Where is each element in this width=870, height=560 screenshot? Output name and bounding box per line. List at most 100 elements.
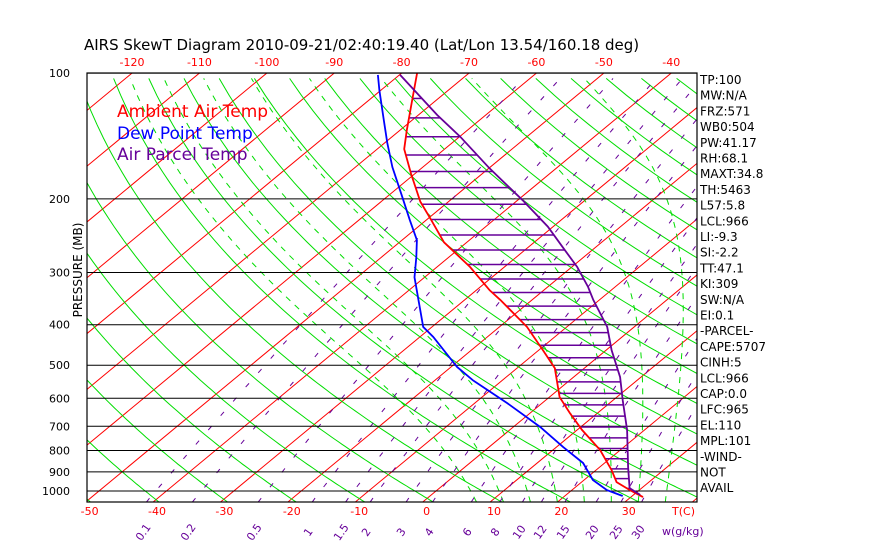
dry-adiabat-line	[87, 181, 434, 502]
dry-adiabat-line	[87, 439, 160, 502]
stat-item: FRZ:571	[700, 104, 750, 118]
legend-ambient: Ambient Air Temp	[117, 102, 268, 122]
stat-item: AVAIL	[700, 481, 734, 495]
stat-item: TP:100	[699, 73, 742, 87]
stat-item: TH:5463	[699, 183, 751, 197]
bottom-temp-tick-label: 0	[423, 505, 430, 518]
mixing-ratio-line	[345, 78, 683, 502]
mixing-ratio-tick-label: 20	[583, 523, 602, 542]
y-axis-label: PRESSURE (MB)	[71, 223, 85, 318]
legend: Ambient Air Temp Dew Point Temp Air Parc…	[117, 102, 268, 165]
stat-item: LI:-9.3	[700, 230, 738, 244]
mixing-ratio-tick-label: 6	[460, 526, 475, 539]
stat-item: -PARCEL-	[700, 324, 754, 338]
isotherm-line	[0, 73, 65, 502]
mixing-ratio-line	[521, 243, 697, 502]
top-temp-tick-label: -90	[325, 56, 343, 69]
series-air-parcel-temp	[399, 74, 641, 496]
stat-item: SI:-2.2	[700, 246, 739, 260]
series-dew-point-temp	[377, 74, 624, 497]
dry-adiabat-line	[359, 78, 697, 345]
mixing-ratio-axis-label: w(g/kg)	[662, 525, 704, 538]
isotherm-line	[87, 73, 200, 167]
isotherm-line	[87, 73, 537, 446]
dry-adiabat-line	[465, 78, 697, 259]
stat-item: SW:N/A	[700, 293, 745, 307]
dry-adiabat-line	[113, 78, 571, 502]
pressure-tick-label: 1000	[42, 485, 70, 498]
mixing-ratio-line	[405, 118, 697, 502]
dry-adiabat-line	[87, 379, 228, 502]
mixing-ratio-tick-label: 10	[510, 523, 529, 542]
pressure-tick-label: 400	[49, 319, 70, 332]
mixing-ratio-tick-label: 15	[554, 523, 573, 542]
isotherm-line	[422, 274, 697, 502]
top-temp-tick-label: -70	[460, 56, 478, 69]
dry-adiabat-line	[87, 99, 503, 502]
pressure-tick-label: 100	[49, 67, 70, 80]
stat-item: MPL:101	[700, 434, 751, 448]
mixing-ratio-tick-label: 12	[531, 523, 550, 542]
dry-adiabat-line	[394, 78, 697, 316]
isotherm-line	[760, 73, 870, 502]
pressure-tick-label: 800	[49, 444, 70, 457]
mixing-ratio-tick-label: 30	[629, 523, 648, 542]
pressure-tick-label: 500	[49, 359, 70, 372]
legend-parcel: Air Parcel Temp	[117, 145, 248, 165]
mixing-ratio-line	[311, 78, 657, 502]
dry-adiabat-line	[817, 78, 870, 502]
mixing-ratio-tick-label: 4	[422, 526, 437, 539]
pressure-tick-label: 700	[49, 420, 70, 433]
stat-item: -WIND-	[700, 450, 742, 464]
mixing-ratio-tick-label: 2	[359, 526, 374, 539]
moist-adiabat-line	[163, 78, 504, 502]
mixing-ratio-line	[432, 144, 697, 502]
cape-hatching	[405, 97, 631, 490]
top-temp-tick-label: -80	[393, 56, 411, 69]
stat-item: WB0:504	[700, 120, 755, 134]
pressure-tick-label: 900	[49, 466, 70, 479]
sounding-curves	[377, 73, 644, 498]
isotherm-line	[87, 73, 605, 502]
stat-item: KI:309	[700, 277, 738, 291]
stat-item: LCL:966	[700, 214, 749, 228]
pressure-tick-label: 300	[49, 266, 70, 279]
isotherm-line	[87, 73, 335, 279]
bottom-temp-tick-label: 30	[622, 505, 636, 518]
dry-adiabat-line	[429, 78, 697, 287]
isotherm-line	[87, 73, 268, 223]
mixing-ratio-tick-label: 1.5	[331, 521, 352, 543]
moist-adiabat-line	[129, 78, 477, 502]
stat-item: MAXT:34.8	[700, 167, 763, 181]
bottom-temp-tick-label: -10	[350, 505, 368, 518]
isotherm-line	[489, 330, 697, 502]
bottom-temp-tick-label: -30	[215, 505, 233, 518]
mixing-ratio-tick-label: 25	[607, 523, 626, 542]
series-ambient-air-temp	[403, 73, 644, 498]
isotherm-line	[220, 106, 697, 502]
moist-adiabat-line	[203, 78, 531, 502]
isotherm-line	[287, 162, 697, 502]
mixing-ratio-tick-label: 1	[301, 526, 316, 539]
bottom-temp-tick-label: -20	[283, 505, 301, 518]
isotherm-line	[557, 385, 697, 502]
x-axis-label: T(C)	[671, 505, 695, 518]
top-temp-tick-label: -40	[662, 56, 680, 69]
stat-item: CAP:0.0	[700, 387, 747, 401]
dry-adiabat-line	[853, 78, 870, 502]
top-temp-tick-label: -50	[595, 56, 613, 69]
mixing-ratio-tick-label: 0.2	[178, 521, 199, 543]
isotherm-line	[87, 73, 402, 335]
dry-adiabat-line	[183, 78, 697, 498]
moist-adiabat-line	[583, 78, 684, 502]
bottom-temp-tick-label: 10	[487, 505, 501, 518]
top-temp-tick-label: -60	[527, 56, 545, 69]
stat-item: RH:68.1	[700, 152, 748, 166]
stat-item: CAPE:5707	[700, 340, 766, 354]
isotherm-line	[354, 218, 697, 502]
dry-adiabat-line	[324, 78, 697, 375]
mixing-ratio-tick-label: 0.1	[133, 521, 154, 543]
legend-dewpoint: Dew Point Temp	[117, 124, 253, 144]
